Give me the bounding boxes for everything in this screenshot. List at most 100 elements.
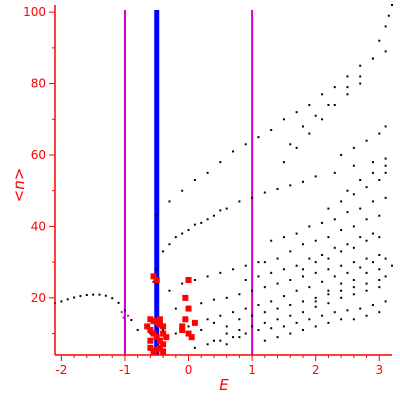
data-point-s0-202	[181, 282, 184, 285]
data-point-s0-172	[270, 327, 273, 330]
data-point-s0-124	[314, 239, 317, 242]
data-point-s0-58	[301, 125, 304, 128]
data-point-s1-0	[147, 316, 154, 323]
data-point-s0-11	[123, 309, 126, 312]
data-point-s0-85	[301, 275, 304, 278]
data-point-s0-48	[282, 118, 285, 121]
data-point-s0-133	[308, 225, 311, 228]
data-point-s2-3	[122, 316, 125, 319]
data-point-s0-119	[378, 286, 381, 289]
x-tick-label-0: -2	[55, 363, 67, 377]
data-point-s0-75	[174, 307, 177, 310]
x-axis-label: E	[219, 376, 229, 394]
data-point-s0-70	[308, 132, 311, 135]
data-point-s0-203	[193, 279, 196, 281]
data-point-s0-229	[352, 146, 355, 149]
data-point-s1-8	[156, 337, 163, 344]
data-point-s0-56	[384, 50, 387, 53]
data-point-s0-86	[314, 271, 317, 274]
data-point-s0-166	[193, 346, 196, 349]
data-point-s0-106	[384, 257, 387, 260]
data-point-s0-162	[365, 271, 368, 274]
data-point-s0-180	[371, 304, 374, 306]
data-point-s0-195	[314, 300, 317, 303]
data-point-s0-234	[359, 179, 362, 181]
data-point-s0-151	[295, 264, 298, 267]
data-point-s0-17	[168, 243, 171, 246]
data-point-s0-174	[295, 321, 298, 324]
data-point-s0-208	[257, 261, 260, 264]
data-point-s0-135	[333, 218, 336, 221]
data-point-s2-0	[120, 311, 123, 314]
data-point-s1-25	[182, 294, 189, 301]
data-point-s0-60	[327, 104, 330, 106]
data-point-s0-77	[200, 302, 203, 305]
data-point-s0-140	[301, 268, 304, 271]
x-tick-label-1: -1	[119, 363, 131, 377]
data-point-s0-50	[308, 104, 311, 106]
data-point-s0-219	[352, 318, 355, 321]
data-point-s0-189	[238, 318, 241, 321]
data-point-s0-222	[327, 207, 330, 210]
data-point-s0-88	[340, 264, 343, 267]
data-point-s1-15	[163, 334, 170, 341]
data-point-s0-59	[314, 114, 317, 117]
data-point-s0-159	[327, 289, 330, 292]
data-point-s0-163	[378, 268, 381, 271]
data-point-s0-126	[340, 229, 343, 231]
data-point-s1-23	[182, 316, 189, 323]
data-point-s2-1	[123, 312, 126, 315]
data-point-s0-43	[219, 161, 222, 164]
data-point-s0-113	[301, 311, 304, 314]
data-point-s1-24	[185, 305, 192, 312]
data-point-s0-15	[155, 268, 158, 271]
data-point-s0-155	[346, 243, 349, 246]
data-point-s1-20	[156, 316, 163, 323]
data-point-s0-12	[130, 319, 133, 321]
data-point-s0-51	[321, 93, 324, 96]
data-point-s0-142	[327, 257, 330, 260]
data-point-s0-89	[352, 261, 355, 264]
data-point-s1-4	[160, 323, 167, 330]
data-point-s0-225	[365, 186, 368, 189]
data-point-s0-176	[321, 314, 324, 317]
data-point-s0-191	[263, 311, 266, 314]
data-point-s1-29	[179, 327, 186, 333]
data-point-s0-121	[276, 257, 279, 260]
data-point-s0-16	[162, 250, 165, 253]
data-point-s0-91	[378, 254, 381, 256]
data-point-s0-211	[238, 336, 241, 339]
data-point-s0-39	[168, 200, 171, 203]
data-point-s1-5	[147, 327, 154, 333]
data-point-s0-20	[187, 229, 190, 231]
data-point-s0-120	[263, 261, 266, 264]
data-point-s0-95	[244, 307, 247, 310]
data-point-s0-96	[257, 304, 260, 306]
data-point-s0-21	[193, 223, 196, 226]
data-point-s0-179	[359, 307, 362, 310]
data-point-s0-220	[365, 314, 368, 317]
data-point-s0-230	[365, 139, 368, 142]
data-point-s0-146	[378, 236, 381, 239]
data-point-s0-57	[289, 143, 292, 146]
data-point-s0-158	[314, 296, 317, 299]
data-point-s0-103	[346, 271, 349, 274]
data-point-s1-28	[188, 334, 195, 341]
data-point-s0-214	[289, 332, 292, 335]
x-tick-label-3: 1	[248, 363, 256, 377]
plot-area	[55, 5, 392, 355]
data-point-s0-186	[200, 329, 203, 331]
data-point-s0-44	[232, 150, 235, 153]
data-point-s0-2	[66, 298, 69, 301]
data-point-s0-204	[206, 275, 209, 278]
data-point-s0-74	[359, 82, 362, 85]
data-point-s0-94	[232, 311, 235, 314]
data-point-s0-148	[257, 275, 260, 278]
data-point-s0-136	[346, 211, 349, 214]
data-point-s1-17	[147, 337, 154, 344]
data-point-s0-207	[244, 264, 247, 267]
data-point-s1-16	[144, 323, 151, 330]
data-point-s0-37	[384, 157, 387, 160]
data-point-s0-35	[352, 164, 355, 167]
data-point-s0-111	[276, 318, 279, 321]
